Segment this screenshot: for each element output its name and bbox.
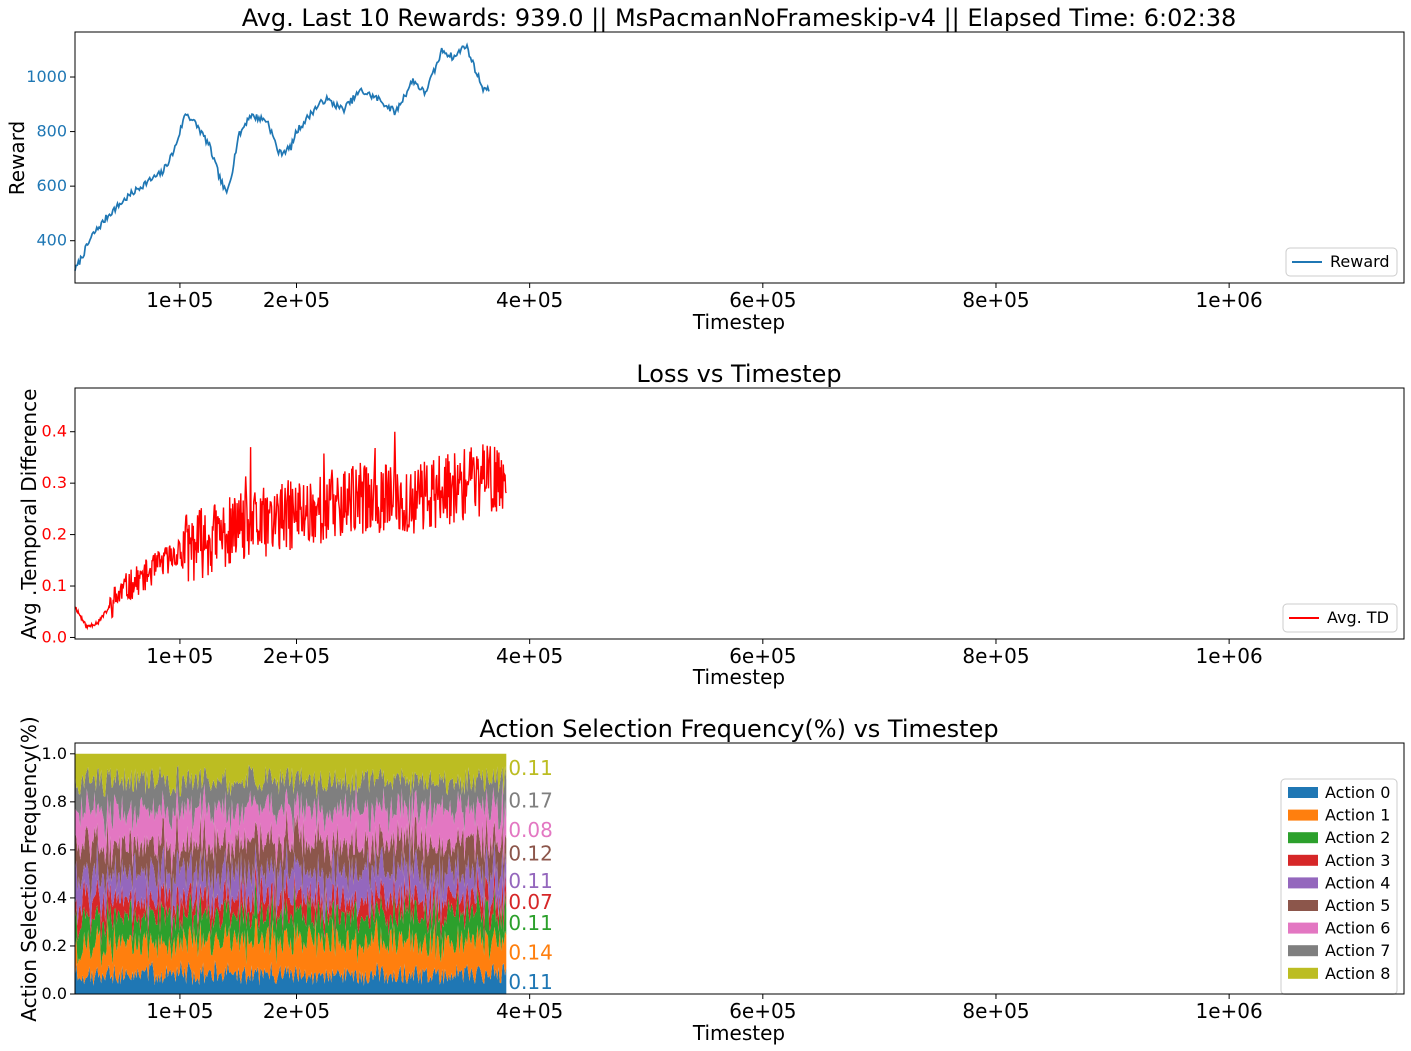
action-area-4 xyxy=(75,833,507,934)
reward-y-tick-label: 1000 xyxy=(26,67,67,86)
td-y-tick-label: 0.4 xyxy=(42,422,67,441)
action-end-label-6: 0.08 xyxy=(508,818,553,842)
td-x-tick-label: 8e+05 xyxy=(962,644,1029,668)
action-area-1 xyxy=(75,917,507,986)
reward-x-tick-label: 1e+05 xyxy=(146,288,213,312)
td-x-tick-label: 6e+05 xyxy=(729,644,796,668)
reward-x-tick-label: 8e+05 xyxy=(962,288,1029,312)
reward-legend-box xyxy=(1285,247,1398,277)
action-ylabel: Action Selection Frequency(%) xyxy=(17,716,41,1021)
reward-legend-label: Reward xyxy=(1330,252,1390,271)
reward-x-tick-label: 6e+05 xyxy=(729,288,796,312)
td-legend-box xyxy=(1282,603,1398,633)
action-legend-swatch-7 xyxy=(1288,945,1318,957)
reward-y-tick-label: 400 xyxy=(36,231,67,250)
action-end-label-5: 0.12 xyxy=(508,842,553,866)
action-x-tick-label: 8e+05 xyxy=(962,999,1029,1023)
action-area-0 xyxy=(75,960,507,994)
reward-x-tick-label: 4e+05 xyxy=(496,288,563,312)
action-end-label-8: 0.11 xyxy=(508,756,553,780)
action-y-tick-label: 0.0 xyxy=(42,984,67,1003)
action-end-label-3: 0.07 xyxy=(508,890,553,914)
reward-y-tick-label: 800 xyxy=(36,122,67,141)
td-x-tick-label: 4e+05 xyxy=(496,644,563,668)
reward-ylabel: Reward xyxy=(5,121,29,195)
action-area-2 xyxy=(75,877,507,968)
action-x-tick-label: 1e+05 xyxy=(146,999,213,1023)
action-x-tick-label: 6e+05 xyxy=(729,999,796,1023)
action-legend-swatch-3 xyxy=(1288,854,1318,866)
td-series-line xyxy=(74,431,507,631)
action-legend-label: Action 8 xyxy=(1325,964,1390,983)
action-legend-swatch-8 xyxy=(1288,967,1318,979)
td-y-tick-label: 0.3 xyxy=(42,473,67,492)
reward-plot-frame xyxy=(74,31,1405,284)
td-plot-frame xyxy=(74,387,1405,640)
action-legend-label: Action 4 xyxy=(1325,873,1390,892)
action-end-label-1: 0.14 xyxy=(508,941,553,965)
action-end-label-4: 0.11 xyxy=(508,869,553,893)
action-x-tick-label: 1e+06 xyxy=(1196,999,1263,1023)
action-area-8 xyxy=(75,753,507,799)
action-chart-title: Action Selection Frequency(%) vs Timeste… xyxy=(479,715,998,743)
action-legend: Action 0 Action 1 Action 2 Action 3 Action 4… xyxy=(1280,778,1398,995)
action-area-6 xyxy=(75,780,507,879)
action-legend-label: Action 0 xyxy=(1325,783,1390,802)
action-end-label-2: 0.11 xyxy=(508,911,553,935)
action-legend-swatch-6 xyxy=(1288,922,1318,934)
action-xlabel: Timestep xyxy=(692,1021,785,1045)
reward-series-line xyxy=(74,42,490,271)
action-legend-label: Action 6 xyxy=(1325,919,1390,938)
action-y-tick-label: 0.6 xyxy=(42,840,67,859)
td-y-tick-label: 0.0 xyxy=(42,627,67,646)
action-legend-label: Action 3 xyxy=(1325,851,1390,870)
action-y-tick-label: 0.8 xyxy=(42,792,67,811)
action-area-5 xyxy=(75,806,507,919)
action-legend-swatch-2 xyxy=(1288,832,1318,844)
action-legend-label: Action 1 xyxy=(1325,806,1390,825)
action-y-tick-label: 0.4 xyxy=(42,888,67,907)
action-plot-area: 1e+05 2e+05 4e+05 6e+05 8e+05 1e+06 0.0 0.2 0.4 0… xyxy=(42,744,1398,1023)
action-area-7 xyxy=(75,764,507,841)
reward-plot-area: 1e+05 2e+05 4e+05 6e+05 8e+05 1e+06 400 600 800 1… xyxy=(26,42,1398,312)
action-end-label-0: 0.11 xyxy=(508,970,553,994)
reward-xlabel: Timestep xyxy=(692,310,785,334)
action-frequency-chart: Action Selection Frequency(%) vs Timeste… xyxy=(17,715,1405,1045)
action-legend-swatch-4 xyxy=(1288,877,1318,889)
td-y-tick-label: 0.1 xyxy=(42,576,67,595)
td-y-tick-label: 0.2 xyxy=(42,525,67,544)
reward-chart: Avg. Last 10 Rewards: 939.0 || MsPacmanN… xyxy=(5,4,1405,334)
td-x-tick-label: 2e+05 xyxy=(263,644,330,668)
action-y-tick-label: 0.2 xyxy=(42,936,67,955)
td-loss-chart: Loss vs Timestep 1e+05 2e+05 4e+05 6e+05 8e+… xyxy=(17,360,1405,689)
td-x-tick-label: 1e+05 xyxy=(146,644,213,668)
reward-legend: Reward xyxy=(1285,247,1398,277)
td-plot-area: 1e+05 2e+05 4e+05 6e+05 8e+05 1e+06 0.0 0.1 0.2 0… xyxy=(42,422,1398,668)
reward-x-tick-label: 1e+06 xyxy=(1196,288,1263,312)
action-legend-swatch-0 xyxy=(1288,787,1318,798)
action-legend-swatch-1 xyxy=(1288,809,1318,821)
action-plot-frame xyxy=(74,742,1405,995)
td-legend-label: Avg. TD xyxy=(1327,608,1389,627)
reward-y-tick-label: 600 xyxy=(36,176,67,195)
reward-chart-title: Avg. Last 10 Rewards: 939.0 || MsPacmanN… xyxy=(242,4,1237,32)
td-x-tick-label: 1e+06 xyxy=(1196,644,1263,668)
action-area-3 xyxy=(75,861,507,946)
action-legend-swatch-5 xyxy=(1288,900,1318,911)
td-ylabel: Avg .Temporal Difference xyxy=(17,389,41,640)
reward-x-tick-label: 2e+05 xyxy=(263,288,330,312)
action-x-tick-label: 2e+05 xyxy=(263,999,330,1023)
action-y-tick-label: 1.0 xyxy=(42,744,67,763)
action-x-tick-label: 4e+05 xyxy=(496,999,563,1023)
td-legend: Avg. TD xyxy=(1282,603,1398,633)
action-end-label-7: 0.17 xyxy=(508,789,553,813)
action-legend-label: Action 7 xyxy=(1325,941,1390,960)
td-chart-title: Loss vs Timestep xyxy=(636,360,841,388)
action-legend-label: Action 5 xyxy=(1325,896,1390,915)
td-xlabel: Timestep xyxy=(692,665,785,689)
action-legend-label: Action 2 xyxy=(1325,828,1390,847)
